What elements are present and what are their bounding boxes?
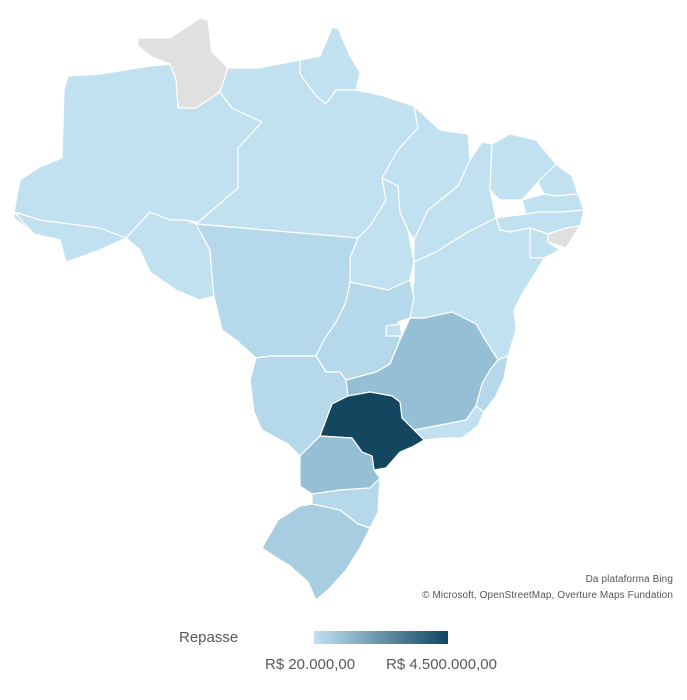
state-region-df[interactable] [385, 323, 403, 337]
choropleth-map[interactable] [0, 0, 687, 610]
state-region-rj[interactable] [413, 405, 485, 441]
state-region-pr[interactable] [299, 435, 381, 495]
brazil-states-map[interactable] [0, 0, 687, 610]
state-region-ma[interactable] [381, 95, 471, 241]
legend-min-label: R$ 20.000,00 [265, 656, 356, 673]
map-attribution-copyright: © Microsoft, OpenStreetMap, Overture Map… [422, 590, 673, 601]
legend-title: Repasse [179, 629, 239, 646]
map-attribution-source: Da plataforma Bing [585, 574, 673, 585]
state-region-ac[interactable] [13, 211, 127, 263]
state-region-rs[interactable] [261, 503, 371, 601]
legend-color-scale [314, 631, 448, 644]
legend-max-label: R$ 4.500.000,00 [386, 656, 497, 673]
